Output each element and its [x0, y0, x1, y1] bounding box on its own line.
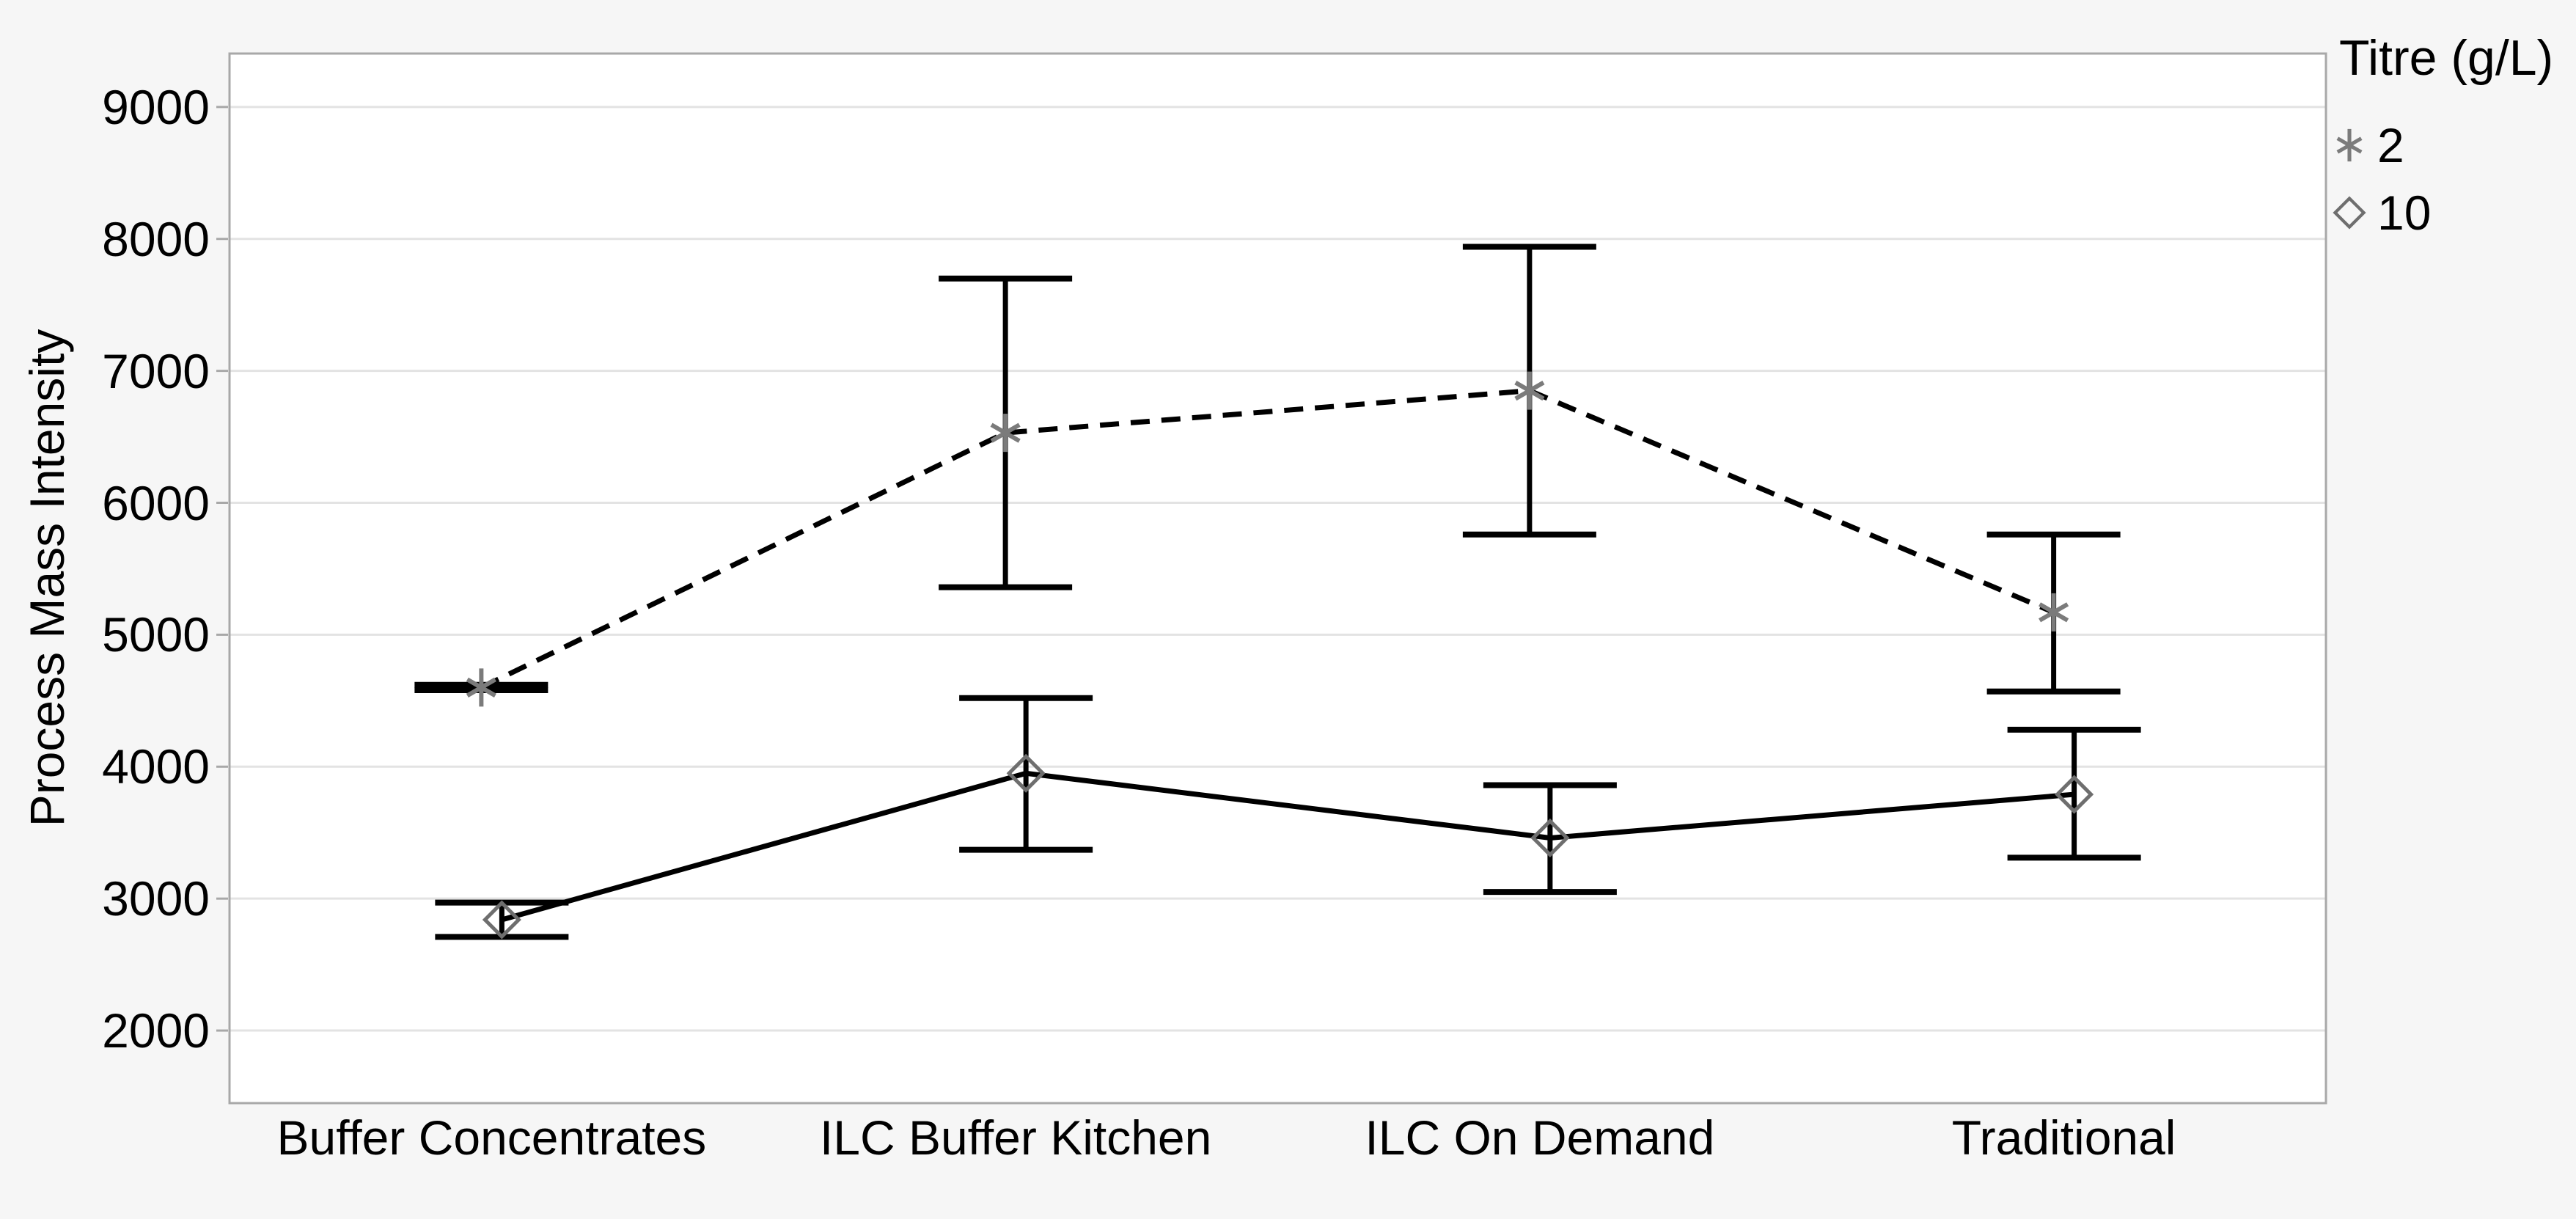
series-line-2: [480, 388, 2055, 690]
y-tick-label: 7000: [102, 343, 210, 398]
y-tick-label: 8000: [102, 211, 210, 266]
series-10: [435, 695, 2141, 940]
error-bar: [2007, 726, 2141, 861]
series-2: [414, 244, 2121, 707]
x-category-label: ILC On Demand: [1365, 1110, 1715, 1165]
asterisk-spoke: [2336, 136, 2363, 154]
y-tick-label: 4000: [102, 739, 210, 794]
plot-border: [228, 52, 2327, 1105]
diamond-marker-icon: [2333, 196, 2366, 230]
y-axis-title: Process Mass Intensity: [20, 329, 74, 827]
asterisk-spoke: [1514, 381, 1545, 401]
legend-entry: 2: [2326, 111, 2553, 179]
legend-entry-label: 2: [2377, 118, 2404, 172]
asterisk-marker: [2336, 128, 2363, 162]
diamond-marker: [1530, 818, 1570, 857]
asterisk-spoke: [990, 422, 1021, 443]
asterisk-marker: [1514, 371, 1545, 410]
y-tick-label: 2000: [102, 1003, 210, 1058]
legend: Titre (g/L) 2 10: [2326, 29, 2553, 246]
asterisk-spoke: [466, 677, 496, 698]
plot-area: [230, 54, 2326, 1103]
x-category-label: Buffer Concentrates: [276, 1110, 707, 1165]
diamond-marker: [1006, 753, 1046, 793]
legend-entry-label: 10: [2377, 186, 2432, 240]
diamond-marker: [482, 900, 521, 940]
asterisk-spoke: [2039, 602, 2069, 623]
y-tick-label: 9000: [102, 79, 210, 134]
diamond-marker: [2055, 775, 2094, 814]
x-category-label: Traditional: [1951, 1110, 2176, 1165]
legend-title: Titre (g/L): [2339, 30, 2554, 86]
y-tick-label: 3000: [102, 871, 210, 926]
legend-entry: 10: [2326, 179, 2553, 246]
asterisk-marker: [2039, 593, 2069, 632]
diamond-marker: [2333, 196, 2366, 230]
asterisk-marker: [990, 414, 1021, 453]
x-category-label: ILC Buffer Kitchen: [819, 1110, 1212, 1165]
y-tick-label: 5000: [102, 607, 210, 662]
series-line-10: [501, 770, 2074, 923]
asterisk-marker: [466, 668, 496, 707]
y-tick-label: 6000: [102, 475, 210, 530]
asterisk-marker-icon: [2336, 128, 2363, 162]
